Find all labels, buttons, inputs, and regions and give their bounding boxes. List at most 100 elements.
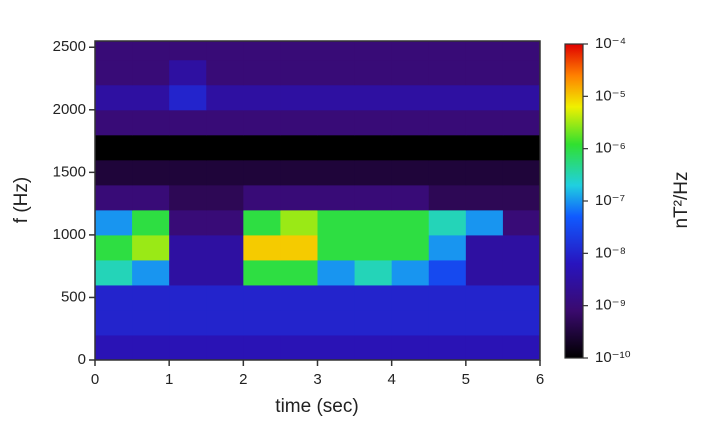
heatmap-cell <box>243 134 281 161</box>
heatmap-cell <box>354 284 393 311</box>
heatmap-cell <box>280 284 318 311</box>
heatmap-cell <box>206 234 244 261</box>
heatmap-cell <box>391 284 430 311</box>
heatmap-cell <box>428 234 467 261</box>
heatmap-cell <box>169 109 207 136</box>
heatmap-cell <box>317 41 356 61</box>
heatmap-cell <box>391 184 430 211</box>
heatmap-cell <box>132 234 170 261</box>
y-tick-label: 2500 <box>53 38 86 55</box>
heatmap-cell <box>95 134 133 161</box>
heatmap-cell <box>465 59 504 86</box>
colorbar-tick-label: 10⁻¹⁰ <box>595 349 631 366</box>
heatmap-cell <box>317 234 356 261</box>
heatmap-cell <box>95 59 133 86</box>
heatmap-cell <box>354 209 393 236</box>
heatmap-cell <box>428 259 467 286</box>
heatmap-cell <box>206 41 244 61</box>
heatmap-cell <box>280 334 318 361</box>
y-tick-label: 2000 <box>53 101 86 118</box>
heatmap-cell <box>502 309 541 336</box>
heatmap-cell <box>502 134 541 161</box>
heatmap-cell <box>354 184 393 211</box>
heatmap-cell <box>354 309 393 336</box>
heatmap-cell <box>169 159 207 186</box>
heatmap-cell <box>465 184 504 211</box>
heatmap-cell <box>317 134 356 161</box>
heatmap-cell <box>206 209 244 236</box>
x-tick-label: 1 <box>165 371 173 388</box>
heatmap-cell <box>132 284 170 311</box>
heatmap-cell <box>502 234 541 261</box>
heatmap-cell <box>169 234 207 261</box>
heatmap-cell <box>243 184 281 211</box>
heatmap-cell <box>169 209 207 236</box>
heatmap-cell <box>465 309 504 336</box>
heatmap-cell <box>206 259 244 286</box>
heatmap-cell <box>169 184 207 211</box>
heatmap-cell <box>317 284 356 311</box>
heatmap-cell <box>354 159 393 186</box>
x-tick-label: 5 <box>462 371 470 388</box>
heatmap-cell <box>280 184 318 211</box>
heatmap-cell <box>169 334 207 361</box>
x-tick-label: 6 <box>536 371 544 388</box>
heatmap-cell <box>132 209 170 236</box>
heatmap-cell <box>391 334 430 361</box>
colorbar-tick-label: 10⁻⁶ <box>595 140 626 157</box>
y-tick-label: 1000 <box>53 226 86 243</box>
heatmap-cell <box>354 234 393 261</box>
heatmap-cell <box>206 134 244 161</box>
heatmap-cell <box>280 234 318 261</box>
heatmap-cell <box>502 59 541 86</box>
heatmap-cell <box>280 134 318 161</box>
heatmap-cell <box>317 309 356 336</box>
x-tick-label: 0 <box>91 371 99 388</box>
heatmap-cell <box>317 159 356 186</box>
heatmap-cell <box>465 41 504 61</box>
heatmap-cell <box>465 109 504 136</box>
heatmap-cell <box>132 59 170 86</box>
heatmap-cell <box>465 284 504 311</box>
heatmap-cell <box>428 209 467 236</box>
heatmap-cell <box>206 59 244 86</box>
heatmap-cell <box>317 209 356 236</box>
heatmap-cell <box>280 159 318 186</box>
heatmap-cell <box>243 109 281 136</box>
heatmap-cell <box>502 259 541 286</box>
heatmap-cell <box>391 134 430 161</box>
heatmap-cell <box>132 84 170 111</box>
heatmap-cell <box>243 84 281 111</box>
x-axis-label: time (sec) <box>275 396 358 417</box>
heatmap-cell <box>391 41 430 61</box>
heatmap-cell <box>206 109 244 136</box>
y-axis-label: f (Hz) <box>11 177 32 223</box>
heatmap-cell <box>243 259 281 286</box>
colorbar <box>564 43 584 359</box>
heatmap-cell <box>95 109 133 136</box>
heatmap-cell <box>428 134 467 161</box>
heatmap-cell <box>317 84 356 111</box>
heatmap-cell <box>465 84 504 111</box>
heatmap-cell <box>243 209 281 236</box>
heatmap-cell <box>206 184 244 211</box>
heatmap-cell <box>502 109 541 136</box>
heatmap-cell <box>243 334 281 361</box>
heatmap-cell <box>502 159 541 186</box>
colorbar-tick-label: 10⁻⁵ <box>595 87 626 104</box>
heatmap-cell <box>391 259 430 286</box>
heatmap-cell <box>243 284 281 311</box>
heatmap-cell <box>206 159 244 186</box>
heatmap-cell <box>132 41 170 61</box>
heatmap-cell <box>280 41 318 61</box>
x-tick-label: 3 <box>313 371 321 388</box>
heatmap-cell <box>502 184 541 211</box>
heatmap-cell <box>95 84 133 111</box>
colorbar-tick-label: 10⁻⁷ <box>595 192 625 209</box>
x-tick-label: 2 <box>239 371 247 388</box>
heatmap-cell <box>391 109 430 136</box>
heatmap-cell <box>243 309 281 336</box>
heatmap-cell <box>428 334 467 361</box>
heatmap-cell <box>132 159 170 186</box>
